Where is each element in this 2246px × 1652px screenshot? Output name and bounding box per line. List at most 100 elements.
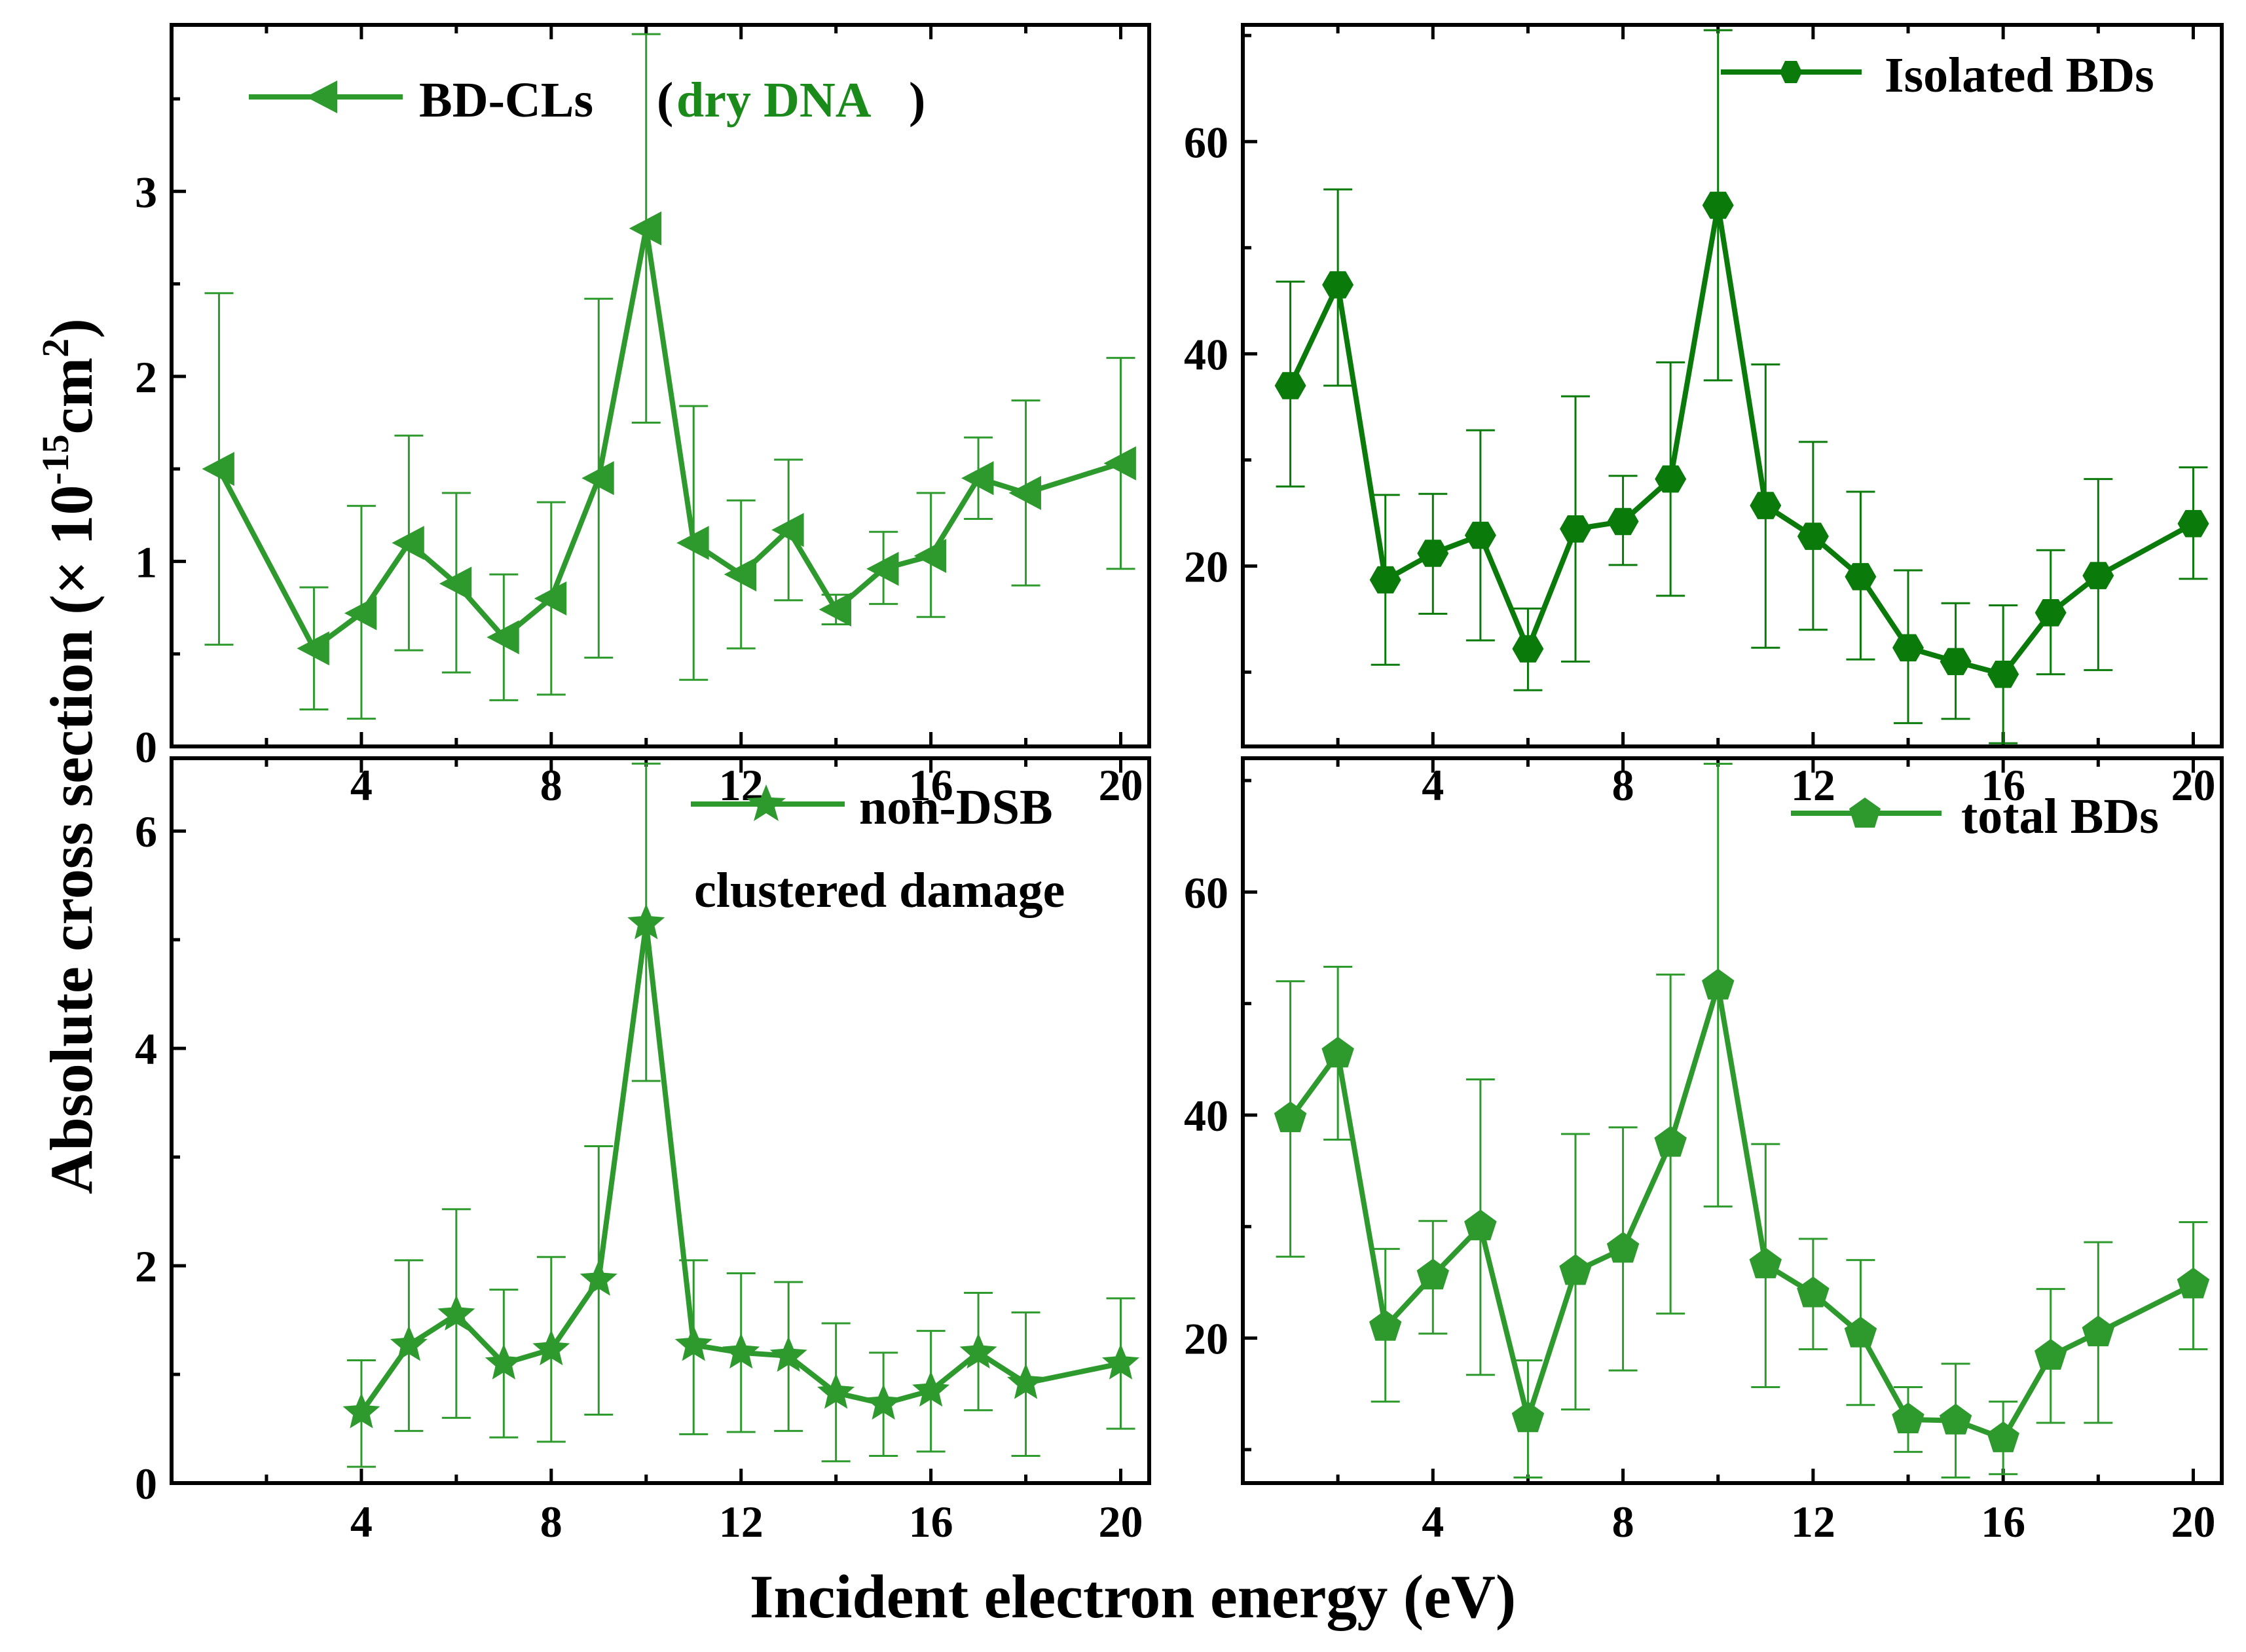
data-point bbox=[1797, 1276, 1830, 1308]
legend-non-dsb: non-DSB clustered damage bbox=[691, 780, 1065, 918]
data-point bbox=[722, 1332, 760, 1369]
y-tick-label: 0 bbox=[135, 1459, 157, 1509]
legend-paren-close: ) bbox=[909, 73, 925, 128]
legend-label-total-bds: total BDs bbox=[1961, 789, 2159, 844]
data-point bbox=[1892, 1402, 1924, 1433]
data-point bbox=[1102, 1344, 1139, 1380]
legend-paren-open: ( bbox=[657, 73, 673, 128]
data-point bbox=[2082, 562, 2114, 589]
data-point bbox=[202, 452, 234, 486]
legend-isolated-bds: Isolated BDs bbox=[1721, 48, 2154, 103]
y-tick-label: 20 bbox=[1184, 1314, 1228, 1364]
y-tick-label: 2 bbox=[135, 1241, 157, 1291]
y-tick-label: 0 bbox=[135, 722, 157, 772]
data-point bbox=[1702, 968, 1735, 1000]
data-point bbox=[1103, 446, 1136, 481]
y-tick-label: 3 bbox=[135, 167, 157, 217]
panel-total-bds: 4 8 12 16 20 20 40 60 bbox=[1184, 756, 2224, 1547]
data-point bbox=[580, 1260, 617, 1296]
plot-frame bbox=[1241, 23, 2224, 748]
data-point bbox=[1559, 1254, 1592, 1285]
data-point bbox=[1274, 372, 1306, 399]
x-tick-label: 20 bbox=[2171, 1497, 2215, 1547]
data-point bbox=[2034, 599, 2067, 627]
data-point bbox=[866, 551, 899, 586]
data-point bbox=[1560, 515, 1591, 543]
x-tick-label: 16 bbox=[909, 1497, 953, 1547]
legend-label-bd-cls: BD-CLs bbox=[419, 73, 593, 128]
y-tick-label: 4 bbox=[135, 1024, 157, 1074]
data-point bbox=[1750, 492, 1782, 519]
data-point bbox=[534, 581, 567, 615]
y-tick-label: 6 bbox=[135, 807, 157, 856]
data-point bbox=[1987, 661, 2019, 688]
data-point bbox=[1845, 562, 1877, 591]
x-tick-label: 12 bbox=[1791, 1497, 1835, 1547]
data-point bbox=[1844, 1316, 1877, 1348]
plot-frame bbox=[1241, 756, 2224, 1485]
legend-triangle-left-marker bbox=[306, 81, 337, 113]
y-axis-label: Absolute cross section (× 10-15cm2) bbox=[34, 318, 105, 1194]
legend-label-non-dsb: non-DSB bbox=[859, 780, 1053, 835]
data-point bbox=[392, 526, 424, 560]
data-point bbox=[1008, 475, 1041, 510]
legend-pentagon-marker bbox=[1849, 798, 1881, 828]
data-point bbox=[724, 557, 757, 592]
data-point bbox=[817, 1373, 855, 1409]
y-tick-label: 2 bbox=[135, 352, 157, 402]
legend-hexagon-marker bbox=[1780, 61, 1802, 83]
plot-frame bbox=[170, 756, 1151, 1485]
data-point bbox=[2082, 1315, 2114, 1347]
data-point bbox=[627, 904, 665, 940]
data-point bbox=[1987, 1421, 2019, 1452]
data-point bbox=[2034, 1338, 2067, 1370]
panel-non-dsb: 4 8 12 16 20 0 2 4 6 bbox=[135, 756, 1151, 1547]
data-point bbox=[1702, 191, 1734, 219]
data-point bbox=[771, 513, 804, 547]
y-axis-label-close: ) bbox=[38, 318, 105, 339]
data-point bbox=[1274, 1101, 1307, 1133]
x-axis-label: Incident electron energy (eV) bbox=[750, 1563, 1516, 1631]
data-point bbox=[864, 1384, 902, 1420]
data-point bbox=[1512, 635, 1544, 663]
data-point bbox=[1464, 521, 1496, 549]
data-point bbox=[1321, 1037, 1354, 1068]
data-point bbox=[1369, 566, 1401, 594]
y-tick-label: 60 bbox=[1184, 117, 1228, 167]
y-axis-label-unit: cm bbox=[38, 358, 105, 434]
y-tick-label: 20 bbox=[1184, 542, 1228, 592]
data-point bbox=[769, 1336, 807, 1372]
data-point bbox=[1322, 271, 1354, 299]
legend-label-isolated-bds: Isolated BDs bbox=[1885, 48, 2154, 103]
data-point bbox=[1417, 540, 1449, 567]
data-point bbox=[485, 1344, 523, 1380]
data-point bbox=[1797, 523, 1829, 550]
x-tick-label: 20 bbox=[1099, 1497, 1143, 1547]
data-point bbox=[961, 461, 994, 496]
data-point bbox=[1606, 1232, 1640, 1263]
x-tick-label: 12 bbox=[719, 1497, 764, 1547]
data-point bbox=[1939, 1403, 1972, 1435]
x-tick-label: 8 bbox=[1612, 1497, 1634, 1547]
legend-bd-cls: BD-CLs ( dry DNA ) bbox=[249, 73, 925, 128]
data-point bbox=[819, 592, 852, 627]
x-tick-label: 4 bbox=[350, 1497, 373, 1547]
y-axis-label-main: Absolute cross section (× 10 bbox=[38, 485, 105, 1194]
data-point bbox=[297, 631, 329, 666]
data-point bbox=[629, 211, 662, 246]
data-point bbox=[1940, 648, 1972, 676]
y-tick-label: 1 bbox=[135, 537, 157, 587]
legend-label-clustered-damage: clustered damage bbox=[694, 863, 1065, 918]
data-point bbox=[532, 1329, 570, 1366]
data-point bbox=[342, 1393, 380, 1429]
data-point bbox=[1655, 465, 1687, 493]
y-tick-label: 40 bbox=[1184, 1091, 1228, 1141]
data-point bbox=[1416, 1258, 1449, 1290]
y-axis-label-unit-exponent: 2 bbox=[34, 339, 77, 358]
plot-frame bbox=[170, 23, 1151, 748]
series-line bbox=[1288, 983, 2195, 1441]
data-point bbox=[1892, 634, 1924, 662]
